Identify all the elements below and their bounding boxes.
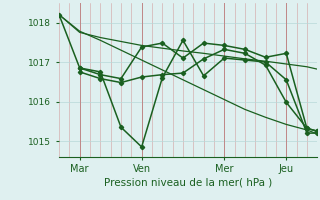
X-axis label: Pression niveau de la mer( hPa ): Pression niveau de la mer( hPa )	[104, 177, 272, 187]
